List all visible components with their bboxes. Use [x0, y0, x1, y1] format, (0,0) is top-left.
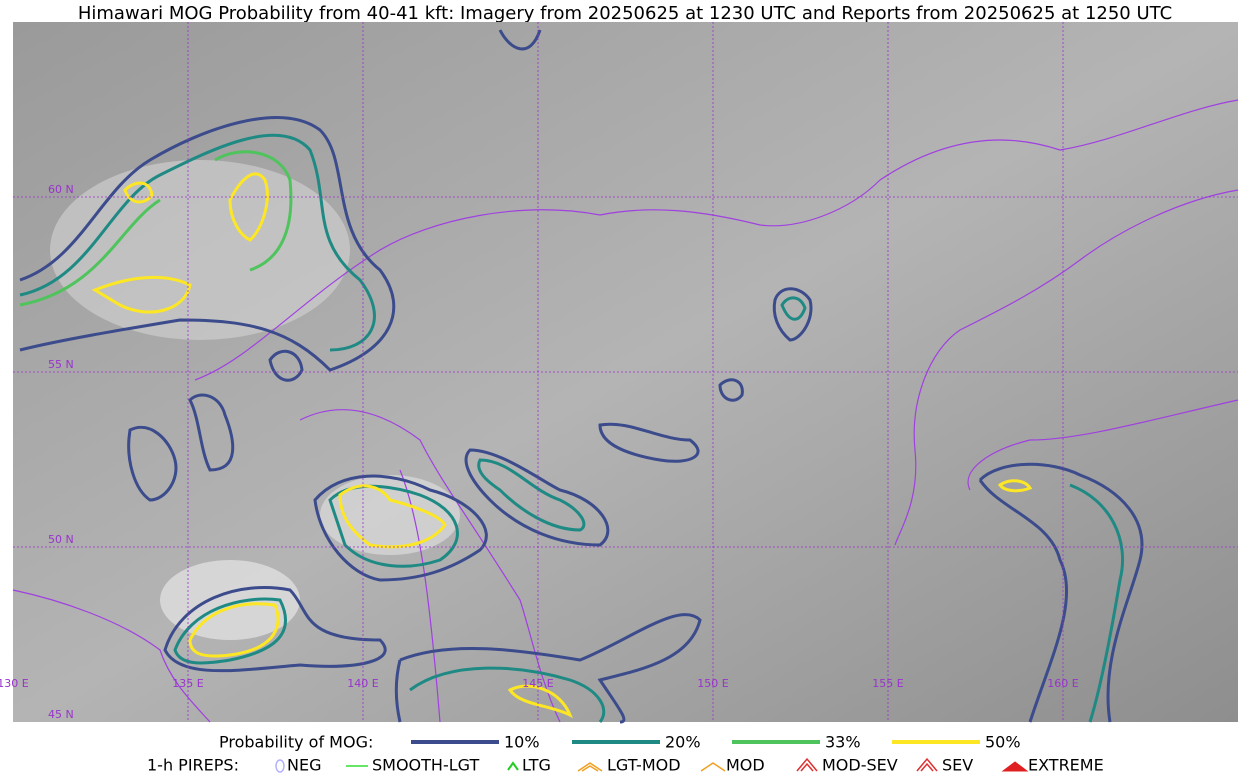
legend-title: 1-h PIREPS:	[147, 756, 239, 775]
legend-label: SMOOTH-LGT	[372, 756, 479, 775]
legend-icon	[275, 759, 285, 773]
cloud	[320, 475, 460, 555]
lon-label: 150 E	[697, 677, 728, 690]
title: Himawari MOG Probability from 40-41 kft:…	[78, 3, 1172, 24]
lon-label: 155 E	[872, 677, 903, 690]
graticule	[13, 22, 1238, 722]
legend-label: LTG	[522, 756, 551, 775]
legend-icon	[1001, 761, 1029, 772]
lat-label: 60 N	[48, 183, 74, 196]
legend-label: SEV	[942, 756, 973, 775]
legend-label: LGT-MOD	[607, 756, 681, 775]
legend-title: Probability of MOG:	[219, 733, 373, 752]
legend-icon	[700, 762, 726, 772]
legend-label: 33%	[825, 733, 861, 752]
lat-label: 55 N	[48, 358, 74, 371]
legend-label: 20%	[665, 733, 701, 752]
lat-label: 50 N	[48, 533, 74, 546]
legend-label: MOD	[726, 756, 765, 775]
legend-label: 50%	[985, 733, 1021, 752]
legend-icon	[577, 762, 603, 772]
map: 60 N 55 N 50 N 45 N 130 E 135 E 140 E 14…	[0, 22, 1239, 724]
contours	[19, 29, 1144, 724]
legend-label: EXTREME	[1028, 756, 1104, 775]
lon-label: 130 E	[0, 677, 29, 690]
lon-label: 135 E	[172, 677, 203, 690]
cloud	[50, 160, 350, 340]
legend: Probability of MOG: 1-h PIREPS: 10% 20% 33…	[147, 733, 1104, 775]
legend-label: 10%	[504, 733, 540, 752]
legend-label: MOD-SEV	[822, 756, 898, 775]
legend-icon	[916, 757, 938, 772]
lon-label: 145 E	[522, 677, 553, 690]
lon-label: 140 E	[347, 677, 378, 690]
lat-label: 45 N	[48, 708, 74, 721]
legend-icon	[507, 761, 519, 771]
legend-icon	[796, 757, 818, 772]
legend-label: NEG	[287, 756, 321, 775]
lon-label: 160 E	[1047, 677, 1078, 690]
